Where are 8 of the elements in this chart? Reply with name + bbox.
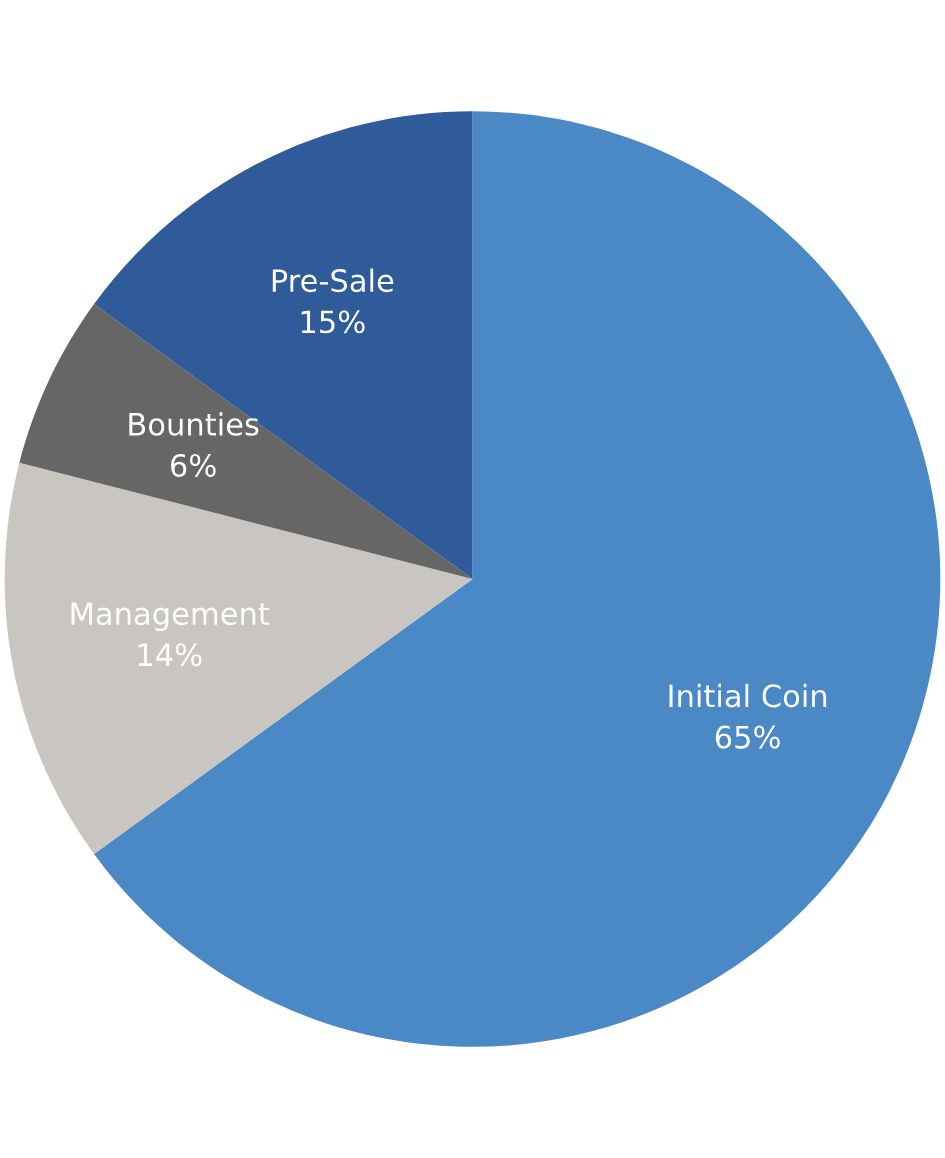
slice-label: Management [71,602,270,632]
slice-label: Bounties [129,412,259,436]
slice-label: Pre-Sale [272,268,394,293]
data-label: 14% [138,643,202,667]
data-label: 65% [715,725,780,749]
data-label: 15% [301,310,365,334]
data-label: 6% [171,453,216,477]
slice-label: Initial Coin [669,683,827,708]
